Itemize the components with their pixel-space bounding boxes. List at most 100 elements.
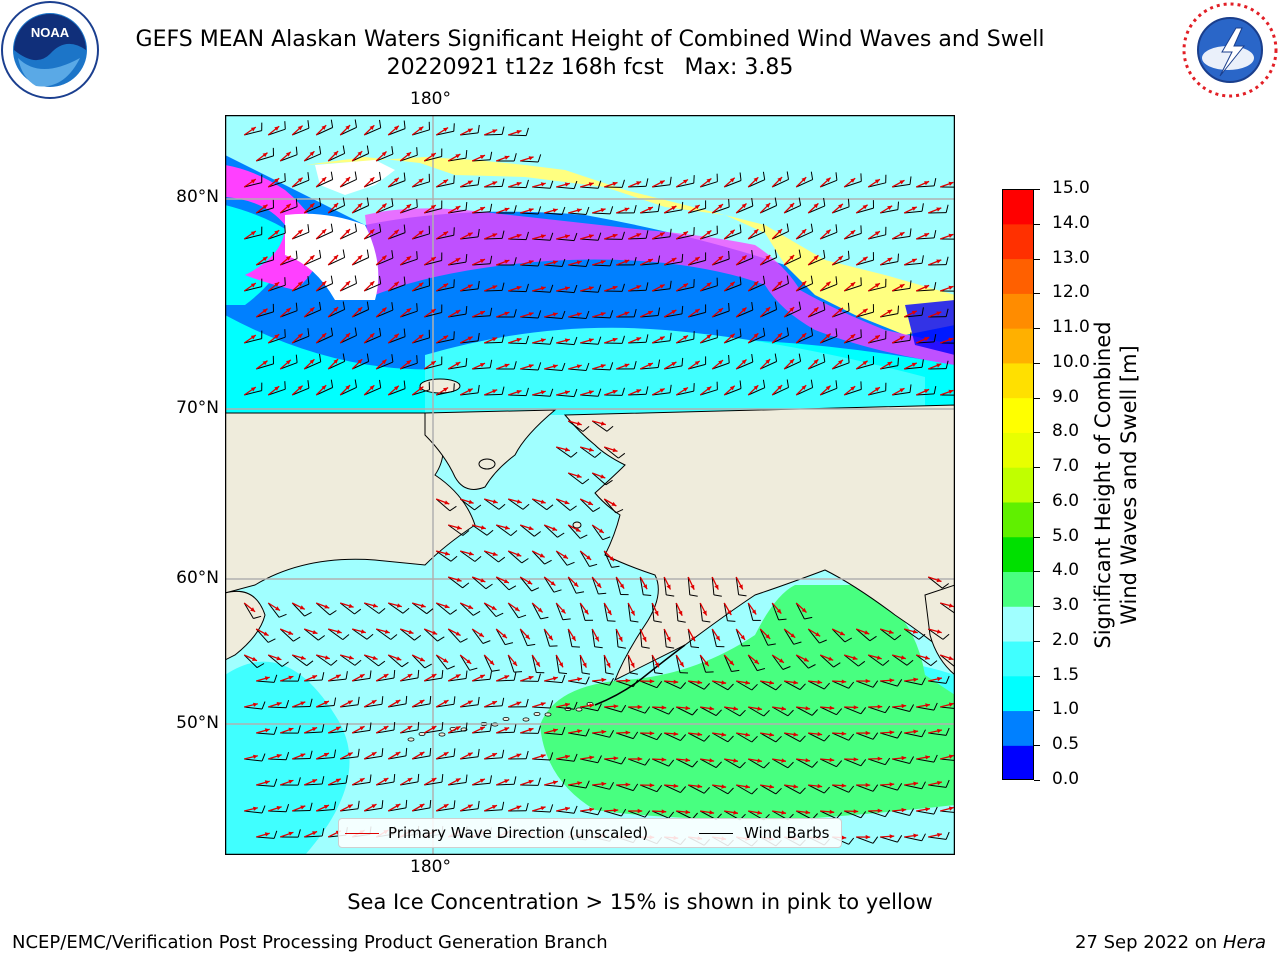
wind-barb-flag (501, 230, 505, 239)
wave-arrow-head (492, 805, 497, 810)
wind-barb-flag (945, 831, 950, 840)
wave-arrow-head (502, 633, 507, 639)
wave-arrow-head (911, 362, 917, 367)
wind-barb-flag (810, 223, 814, 232)
colorbar-tick-mark (1034, 362, 1040, 364)
wind-barb-staff (844, 758, 862, 767)
wave-arrow-head (899, 180, 905, 185)
wind-barb-staff (508, 342, 527, 345)
wind-barb-staff (820, 758, 837, 768)
wave-arrow-head (528, 312, 534, 317)
wave-arrow-head (924, 181, 930, 186)
wind-barb-staff (448, 157, 467, 162)
wind-barb-flag (597, 703, 602, 711)
wind-barb-staff (795, 758, 813, 768)
wind-barb-staff (675, 602, 679, 621)
wind-barb-staff (256, 363, 274, 370)
wind-barb-staff (256, 207, 274, 214)
wind-barb-flag (403, 120, 406, 129)
wave-arrow-head (419, 804, 425, 809)
wind-barb-flag (884, 705, 891, 713)
wind-barb-flag (540, 616, 549, 620)
wave-arrow-head (889, 782, 895, 787)
wind-barb-staff (844, 810, 862, 819)
wind-barb-flag (513, 724, 517, 733)
wind-barb-flag (319, 249, 322, 258)
wind-barb-staff (568, 264, 587, 267)
wind-barb-flag (703, 683, 710, 690)
wave-arrow-head (671, 310, 677, 315)
wind-barb-flag (823, 786, 830, 794)
wind-barb-flag (561, 674, 566, 683)
wind-barb-flag (762, 327, 766, 336)
wind-barb-staff (664, 680, 681, 690)
wind-barb-flag (933, 754, 938, 763)
wave-arrow-head (516, 701, 522, 706)
wind-barb-staff (495, 576, 510, 591)
wave-arrow-head (406, 204, 412, 209)
wave-arrow-head (369, 229, 375, 234)
wind-barb-staff (327, 628, 344, 641)
wind-barb-flag (306, 660, 314, 667)
wave-arrow-head (606, 662, 611, 668)
wave-arrow-head (348, 655, 354, 660)
wind-barb-staff (700, 337, 718, 344)
wind-barb-staff (280, 310, 298, 318)
wind-barb-flag (537, 258, 542, 267)
colorbar-tick-mark (1034, 293, 1040, 295)
wind-barb-staff (567, 420, 584, 432)
wind-barb-staff (759, 784, 777, 795)
wind-barb-flag (836, 812, 843, 820)
wind-barb-flag (354, 119, 357, 128)
wind-barb-flag (321, 776, 325, 785)
wave-arrow-head (661, 809, 667, 814)
wind-barb-staff (700, 389, 718, 396)
wave-arrow-head (468, 551, 474, 556)
wind-barb-flag (345, 671, 348, 680)
wave-arrow-head (718, 256, 723, 261)
wave-arrow-head (853, 705, 859, 710)
wind-barb-flag (774, 249, 778, 258)
wind-barb-staff (844, 336, 862, 344)
wave-arrow-head (564, 447, 570, 452)
wind-barb-flag (860, 811, 867, 819)
wave-arrow-head (582, 662, 587, 668)
wind-barb-staff (304, 731, 323, 734)
wave-arrow-head (563, 554, 568, 559)
wave-arrow-head (480, 311, 485, 316)
aleutian-island (533, 712, 541, 717)
wind-barb-flag (786, 171, 789, 180)
wind-barb-flag (680, 734, 687, 741)
wind-barb-flag (585, 206, 590, 215)
wind-barb-staff (400, 154, 418, 162)
wind-barb-flag (319, 145, 322, 154)
wind-barb-staff (387, 602, 404, 614)
wind-barb-staff (471, 524, 488, 536)
wind-barb-flag (391, 146, 394, 155)
wave-arrow-head (600, 364, 606, 369)
wind-barb-flag (799, 683, 806, 690)
wave-arrow-head (300, 701, 306, 706)
wave-arrow-head (333, 307, 339, 312)
wind-barb-staff (255, 628, 269, 643)
wind-barb-flag (465, 670, 468, 679)
wind-barb-staff (796, 283, 813, 292)
wind-barb-flag (782, 666, 791, 670)
wind-barb-flag (504, 642, 514, 646)
wind-barb-staff (940, 810, 955, 813)
wave-arrow-head (443, 700, 449, 705)
wind-barb-staff (927, 576, 943, 589)
wave-arrow-head (323, 701, 329, 705)
wind-barb-staff (532, 290, 551, 293)
wind-barb-flag (477, 124, 480, 133)
wave-arrow-head (540, 702, 546, 707)
wind-barb-flag (621, 808, 627, 817)
wind-barb-flag (369, 774, 372, 783)
wave-arrow-head (865, 834, 871, 840)
wind-barb-staff (568, 784, 587, 789)
wave-arrow-head (576, 260, 582, 265)
wave-arrow-head (347, 700, 353, 705)
wind-barb-flag (525, 231, 529, 240)
wave-arrow-head (552, 676, 558, 681)
wave-arrow-head (874, 179, 880, 184)
